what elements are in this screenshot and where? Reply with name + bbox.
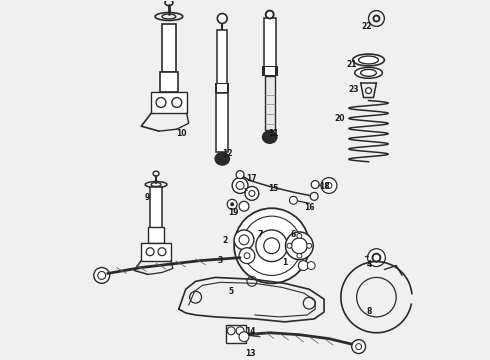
Circle shape [310, 192, 318, 200]
Text: 12: 12 [222, 149, 233, 158]
Circle shape [256, 230, 288, 262]
Text: 22: 22 [362, 22, 372, 31]
Text: 6: 6 [291, 230, 295, 239]
Bar [160, 72, 178, 91]
Circle shape [321, 177, 337, 193]
Text: 15: 15 [268, 184, 278, 193]
Circle shape [311, 181, 319, 189]
Circle shape [264, 238, 280, 254]
Circle shape [239, 332, 249, 342]
Circle shape [286, 232, 313, 260]
Text: 1: 1 [283, 258, 288, 267]
Bar [215, 83, 229, 93]
Text: 14: 14 [245, 327, 255, 336]
Circle shape [265, 10, 275, 19]
Ellipse shape [353, 54, 384, 66]
Circle shape [366, 88, 371, 94]
Text: 17: 17 [246, 174, 257, 183]
Circle shape [94, 267, 110, 283]
Circle shape [236, 327, 244, 335]
Text: 13: 13 [245, 348, 255, 357]
Circle shape [297, 253, 302, 258]
Text: 11: 11 [268, 129, 278, 138]
Text: 19: 19 [228, 208, 239, 217]
Circle shape [227, 199, 237, 209]
Text: 3: 3 [218, 256, 222, 265]
Circle shape [234, 230, 254, 250]
Circle shape [230, 202, 234, 206]
Circle shape [371, 253, 381, 262]
Text: 5: 5 [228, 287, 233, 296]
Text: 10: 10 [176, 129, 186, 138]
Text: 23: 23 [349, 85, 359, 94]
Bar [217, 93, 228, 152]
Bar [218, 30, 227, 85]
Bar [265, 67, 275, 75]
Circle shape [326, 183, 332, 189]
Circle shape [239, 248, 255, 264]
Bar [148, 227, 164, 243]
Text: 2: 2 [222, 236, 227, 245]
Circle shape [218, 14, 227, 23]
Text: 21: 21 [347, 60, 357, 69]
Circle shape [368, 249, 385, 266]
Ellipse shape [355, 67, 382, 78]
Circle shape [374, 17, 378, 21]
Bar [265, 76, 275, 130]
Bar [141, 243, 171, 261]
Text: 9: 9 [144, 193, 149, 202]
Circle shape [372, 14, 380, 22]
Text: 18: 18 [319, 181, 330, 190]
Circle shape [373, 255, 379, 261]
Circle shape [242, 216, 301, 275]
Bar [262, 66, 278, 76]
Circle shape [292, 238, 307, 254]
Circle shape [236, 181, 244, 189]
Circle shape [267, 12, 272, 18]
Bar [226, 325, 246, 343]
Circle shape [244, 253, 250, 258]
Bar [264, 18, 276, 68]
Text: 7: 7 [258, 230, 263, 239]
Text: 16: 16 [304, 203, 315, 212]
Circle shape [297, 233, 302, 238]
Circle shape [352, 340, 366, 354]
Bar [150, 188, 162, 229]
Bar [162, 24, 176, 72]
Circle shape [307, 243, 312, 248]
Text: 8: 8 [367, 307, 372, 316]
Ellipse shape [214, 152, 230, 166]
Text: 4: 4 [367, 260, 372, 269]
Text: 20: 20 [334, 114, 344, 123]
Circle shape [356, 343, 362, 350]
Circle shape [98, 271, 106, 279]
Bar [218, 84, 227, 91]
Circle shape [234, 208, 309, 283]
Circle shape [298, 261, 308, 270]
Circle shape [239, 201, 249, 211]
Circle shape [236, 171, 244, 179]
Circle shape [227, 327, 235, 335]
Ellipse shape [262, 130, 278, 144]
Circle shape [290, 196, 297, 204]
Circle shape [239, 235, 249, 245]
Circle shape [245, 186, 259, 200]
Circle shape [232, 177, 248, 193]
Circle shape [287, 243, 292, 248]
Circle shape [249, 190, 255, 196]
Circle shape [307, 262, 315, 270]
Ellipse shape [359, 56, 378, 64]
Bar [151, 91, 187, 113]
Ellipse shape [361, 69, 376, 76]
